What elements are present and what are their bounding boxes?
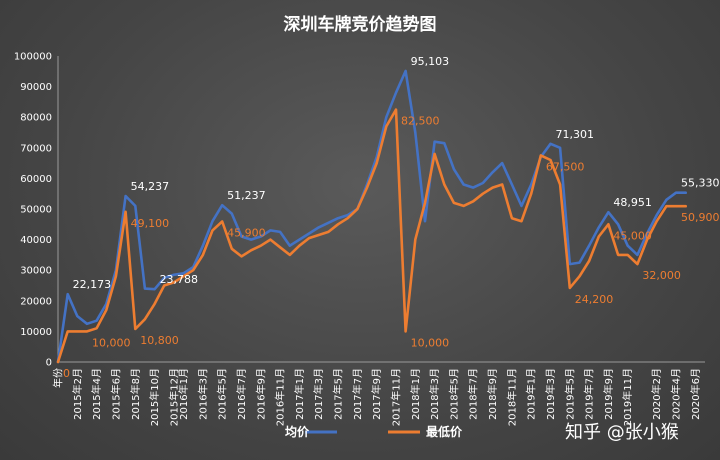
y-tick-label: 80000 bbox=[20, 113, 52, 124]
data-label: 50,900 bbox=[681, 211, 720, 224]
data-label: 54,237 bbox=[131, 180, 170, 193]
y-tick-label: 20000 bbox=[20, 296, 52, 307]
y-tick-label: 30000 bbox=[20, 266, 52, 277]
x-tick-label: 2015年4月 bbox=[90, 368, 103, 420]
x-tick-label: 2020年4月 bbox=[670, 368, 683, 420]
x-tick-label: 2016年9月 bbox=[254, 368, 267, 420]
data-labels: 22,173 54,237 23,788 51,237 95,103 71,301 48,9… bbox=[63, 55, 720, 380]
x-tick-label: 2020年6月 bbox=[689, 368, 702, 420]
series-line-1 bbox=[56, 69, 687, 364]
x-tick-label: 2015年12月 bbox=[167, 368, 180, 426]
x-tick-label: 2015年10月 bbox=[148, 368, 161, 426]
data-label: 23,788 bbox=[160, 273, 199, 286]
x-tick-label: 2017年11月 bbox=[389, 368, 402, 426]
x-tick-label: 2019年7月 bbox=[583, 368, 596, 420]
data-label: 10,000 bbox=[92, 336, 131, 349]
y-tick-label: 90000 bbox=[20, 82, 52, 93]
y-tick-label: 100000 bbox=[14, 52, 52, 63]
y-tick-label: 50000 bbox=[20, 205, 52, 216]
legend-label: 最低价 bbox=[426, 424, 463, 439]
x-tick-label: 2016年3月 bbox=[196, 368, 209, 420]
x-tick-label: 2018年11月 bbox=[505, 368, 518, 426]
x-tick-label: 2016年1月 bbox=[177, 368, 190, 420]
x-tick-label: 2017年9月 bbox=[370, 368, 383, 420]
x-tick-label: 2015年2月 bbox=[71, 368, 84, 420]
data-label: 0 bbox=[63, 367, 70, 380]
x-tick-label: 2018年3月 bbox=[428, 368, 441, 420]
data-label: 55,330 bbox=[681, 177, 720, 190]
x-tick-label: 2019年1月 bbox=[525, 368, 538, 420]
x-tick-label: 2020年2月 bbox=[650, 368, 663, 420]
data-label: 32,000 bbox=[642, 269, 681, 282]
data-label: 71,301 bbox=[555, 128, 594, 141]
legend-label: 均价 bbox=[285, 424, 310, 439]
data-label: 49,100 bbox=[131, 217, 170, 230]
y-tick-label: 70000 bbox=[20, 143, 52, 154]
data-label: 51,237 bbox=[227, 189, 266, 202]
x-tick-label: 2019年9月 bbox=[602, 368, 615, 420]
y-tick-label: 0 bbox=[46, 358, 52, 369]
data-label: 22,173 bbox=[73, 278, 112, 291]
x-tick-label: 2016年5月 bbox=[216, 368, 229, 420]
y-tick-label: 60000 bbox=[20, 174, 52, 185]
data-label: 95,103 bbox=[411, 55, 450, 68]
x-tick-label: 2017年1月 bbox=[293, 368, 306, 420]
data-label: 10,800 bbox=[140, 334, 179, 347]
x-tick-label: 2018年9月 bbox=[486, 368, 499, 420]
x-tick-label: 年份 bbox=[52, 368, 65, 388]
x-tick-label: 2017年5月 bbox=[332, 368, 345, 420]
x-tick-label: 2019年5月 bbox=[563, 368, 576, 420]
data-label: 45,900 bbox=[227, 227, 266, 240]
data-label: 48,951 bbox=[613, 196, 652, 209]
y-axis-ticks: 0 10000 20000 30000 40000 50000 60000 70000 8000… bbox=[14, 52, 52, 369]
x-tick-label: 2018年5月 bbox=[447, 368, 460, 420]
x-tick-label: 2018年7月 bbox=[467, 368, 480, 420]
watermark: 知乎 @张小猴 bbox=[565, 422, 679, 443]
series-lines bbox=[56, 69, 687, 364]
chart-title: 深圳车牌竞价趋势图 bbox=[284, 14, 437, 35]
x-tick-label: 2015年6月 bbox=[109, 368, 122, 420]
x-tick-label: 2019年3月 bbox=[544, 368, 557, 420]
legend: 均价 最低价 bbox=[285, 424, 463, 439]
x-tick-label: 2016年7月 bbox=[235, 368, 248, 420]
series-line-2 bbox=[56, 108, 687, 364]
y-tick-label: 40000 bbox=[20, 235, 52, 246]
data-label: 82,500 bbox=[401, 115, 440, 128]
x-tick-label: 2016年11月 bbox=[274, 368, 287, 426]
x-tick-label: 2017年3月 bbox=[312, 368, 325, 420]
data-label: 45,000 bbox=[613, 229, 652, 242]
x-tick-label: 2017年7月 bbox=[351, 368, 364, 420]
y-tick-label: 10000 bbox=[20, 327, 52, 338]
x-tick-label: 2019年11月 bbox=[621, 368, 634, 426]
x-tick-label: 2018年1月 bbox=[409, 368, 422, 420]
data-label: 10,000 bbox=[411, 336, 450, 349]
data-label: 24,200 bbox=[575, 293, 614, 306]
data-label: 67,500 bbox=[546, 160, 585, 173]
x-tick-label: 2015年8月 bbox=[129, 368, 142, 420]
x-axis-ticks: 年份 2015年2月 2015年4月 2015年6月 2015年8月 2015年10月 20… bbox=[52, 368, 702, 426]
